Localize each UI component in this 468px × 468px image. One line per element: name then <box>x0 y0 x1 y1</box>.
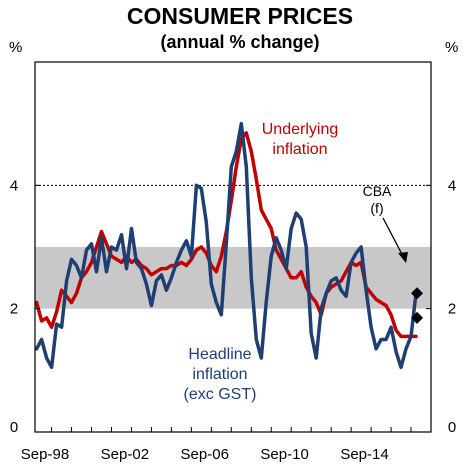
y-tick-label-left: 0 <box>10 419 18 436</box>
forecast-markers <box>411 287 424 324</box>
y-unit-right: % <box>445 39 458 56</box>
plot-frame <box>34 61 432 433</box>
chart-subtitle: (annual % change) <box>160 32 319 52</box>
chart-title: CONSUMER PRICES <box>127 3 353 29</box>
x-tick-label: Sep-98 <box>21 446 69 463</box>
series-layer <box>34 121 418 370</box>
y-tick-label-left: 2 <box>10 301 18 318</box>
y-tick-label-right: 4 <box>448 177 456 194</box>
cba-arrow-head <box>398 252 408 263</box>
x-tick-label: Sep-14 <box>340 446 388 463</box>
headline-inflation-line <box>34 121 418 370</box>
y-tick-label-left: 4 <box>10 177 18 194</box>
forecast-diamond-marker <box>411 287 424 300</box>
headline-label-line1: Headline <box>188 346 251 363</box>
forecast-diamond-marker <box>411 311 424 324</box>
x-tick-label: Sep-06 <box>181 446 229 463</box>
y-unit-left: % <box>9 39 22 56</box>
headline-label-line3: (exc GST) <box>184 386 257 403</box>
x-tick-label: Sep-10 <box>260 446 308 463</box>
x-tick-label: Sep-02 <box>101 446 149 463</box>
cba-label-line1: CBA <box>363 183 392 199</box>
headline-label-line2: inflation <box>192 366 247 383</box>
underlying-label-line1: Underlying <box>262 121 338 138</box>
y-tick-label-right: 0 <box>448 419 456 436</box>
cba-label-line2: (f) <box>370 200 383 216</box>
y-tick-label-right: 2 <box>448 301 456 318</box>
axis-ticks: 0 0 2 2 4 4 Sep-98 Sep-02 Sep-06 Sep-10 Sep-14 <box>10 177 456 463</box>
underlying-label-line2: inflation <box>272 141 327 158</box>
